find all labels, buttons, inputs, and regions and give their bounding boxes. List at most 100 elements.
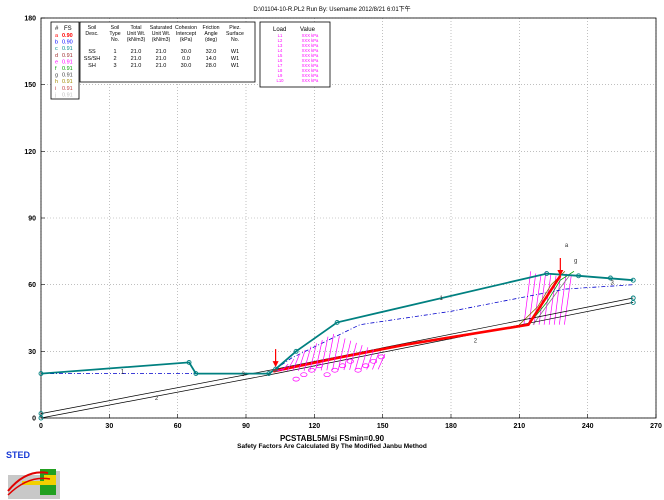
fs-legend-value: 0.91 (62, 59, 73, 65)
load-hatch (372, 351, 380, 370)
load-marker (377, 354, 385, 360)
load-arrow-head (557, 270, 564, 276)
program-summary: PCSTABL5M/si FSmin=0.90 (279, 434, 385, 443)
soil-cell: 21.0 (131, 56, 142, 62)
soil-cell: W1 (231, 63, 239, 69)
soil-cell: SH (88, 63, 96, 69)
load-table-rows: L1 XXX kPa L2 XXX kPa L3 XXX kPa L4 XXX kPa L5 XX… (277, 33, 320, 83)
soil-cell: SS (88, 49, 96, 55)
plot-frame (40, 17, 657, 419)
soil-header-cell: Piez. (229, 25, 241, 31)
slice-line (528, 273, 537, 325)
fs-legend-value: 0.91 (62, 79, 73, 85)
load-value: XXX kPa (302, 73, 319, 78)
fs-legend-id: d (55, 53, 58, 59)
x-tick-label: 150 (377, 423, 389, 430)
slice-line (543, 273, 552, 325)
load-hatch (366, 349, 374, 370)
load-value: XXX kPa (302, 63, 319, 68)
load-hatch (343, 340, 352, 371)
load-marker (292, 376, 300, 382)
fs-legend-id: a (55, 33, 59, 39)
fs-legend-value: 0.91 (62, 53, 73, 59)
load-name: L4 (278, 48, 283, 53)
load-hatch (286, 358, 295, 372)
soil-header-cell: Intercept (176, 31, 197, 37)
surface-point (193, 371, 199, 377)
soil-cell: 21.0 (156, 49, 167, 55)
fs-legend-id: b (55, 40, 58, 46)
load-hatch (349, 342, 357, 370)
soil-cell: 21.0 (156, 56, 167, 62)
surface-point (576, 273, 582, 279)
fs-legend-id: j (54, 92, 56, 98)
surface-point (266, 371, 272, 377)
sted-logo (7, 469, 60, 499)
surface-point (38, 415, 44, 421)
load-hatch (298, 349, 306, 371)
tick-labels: 0 30 60 90 120 150 180 210 240 270 0 30 60 90 120 150 18… (24, 16, 662, 431)
soil-header-cell: Total (131, 25, 142, 31)
load-arrow-head (272, 361, 279, 368)
load-marker (308, 367, 316, 373)
load-value: XXX kPa (302, 68, 319, 73)
load-value: XXX kPa (302, 58, 319, 63)
surface-label: 1 (440, 296, 444, 302)
load-name: L7 (278, 63, 283, 68)
soil-header-cell: Unit Wt. (152, 31, 170, 37)
load-marker (339, 363, 347, 369)
soil-header-cell: Soil (88, 25, 97, 31)
soil-cell: SS/SH (84, 56, 101, 62)
load-hatch (292, 353, 300, 372)
y-tick-label: 180 (24, 16, 36, 23)
surface-markers (38, 271, 636, 421)
load-name: L8 (278, 68, 283, 73)
x-tick-label: 0 (39, 423, 43, 430)
soil-boundary-2 (40, 302, 634, 419)
method-note: Safety Factors Are Calculated By The Mod… (237, 443, 427, 450)
y-tick-label: 120 (24, 149, 36, 156)
load-marker (370, 358, 378, 364)
fs-legend-rows: a 0.90 b 0.90 c 0.91 d 0.91 e 0.91 f 0.91 g 0.91 h 0.91… (54, 33, 73, 98)
soil-header-cell: (kN/m3) (152, 37, 171, 43)
fs-legend-id: h (55, 79, 58, 85)
load-name: L2 (278, 38, 283, 43)
trial-surface (532, 275, 570, 325)
soil-cell: 21.0 (131, 63, 142, 69)
load-marker (362, 363, 370, 369)
load-value: XXX kPa (302, 53, 319, 58)
load-value: XXX kPa (302, 78, 319, 83)
load-name: L1 (278, 33, 283, 38)
load-strip (272, 258, 564, 382)
load-marker (354, 367, 362, 373)
load-value: XXX kPa (302, 33, 319, 38)
fs-legend-id: e (55, 59, 58, 65)
soil-header-cell: Saturated (150, 25, 173, 31)
surface-point (334, 319, 340, 325)
fs-legend-value: 0.91 (62, 92, 73, 98)
surface-point (273, 366, 279, 372)
fs-legend-id: i (55, 86, 56, 92)
load-name: L9 (278, 73, 283, 78)
soil-header-cell: Cohesion (175, 25, 197, 31)
x-tick-label: 60 (174, 423, 182, 430)
soil-header-cell: No. (111, 37, 119, 43)
soil-header-cell: (kN/m3) (127, 37, 146, 43)
soil-cell: W1 (231, 56, 239, 62)
fs-legend-box: # FS a 0.90 b 0.90 c 0.91 d 0.91 e 0.91 f 0.91 g 0.91… (50, 21, 80, 100)
soil-header-cell: No. (231, 37, 239, 43)
x-tick-label: 120 (308, 423, 320, 430)
soil-boundary-1 (40, 297, 634, 414)
fs-legend-header-id: # (55, 26, 59, 32)
fs-legend-value: 0.90 (62, 40, 73, 46)
soil-cell: 30.0 (181, 63, 192, 69)
soil-header-cell: Angle (204, 31, 217, 37)
x-tick-label: 270 (650, 423, 662, 430)
load-hatch (377, 353, 386, 370)
soil-header-cell: Desc. (85, 31, 98, 37)
surface-label: 1 (121, 370, 125, 376)
load-marker (323, 372, 331, 378)
